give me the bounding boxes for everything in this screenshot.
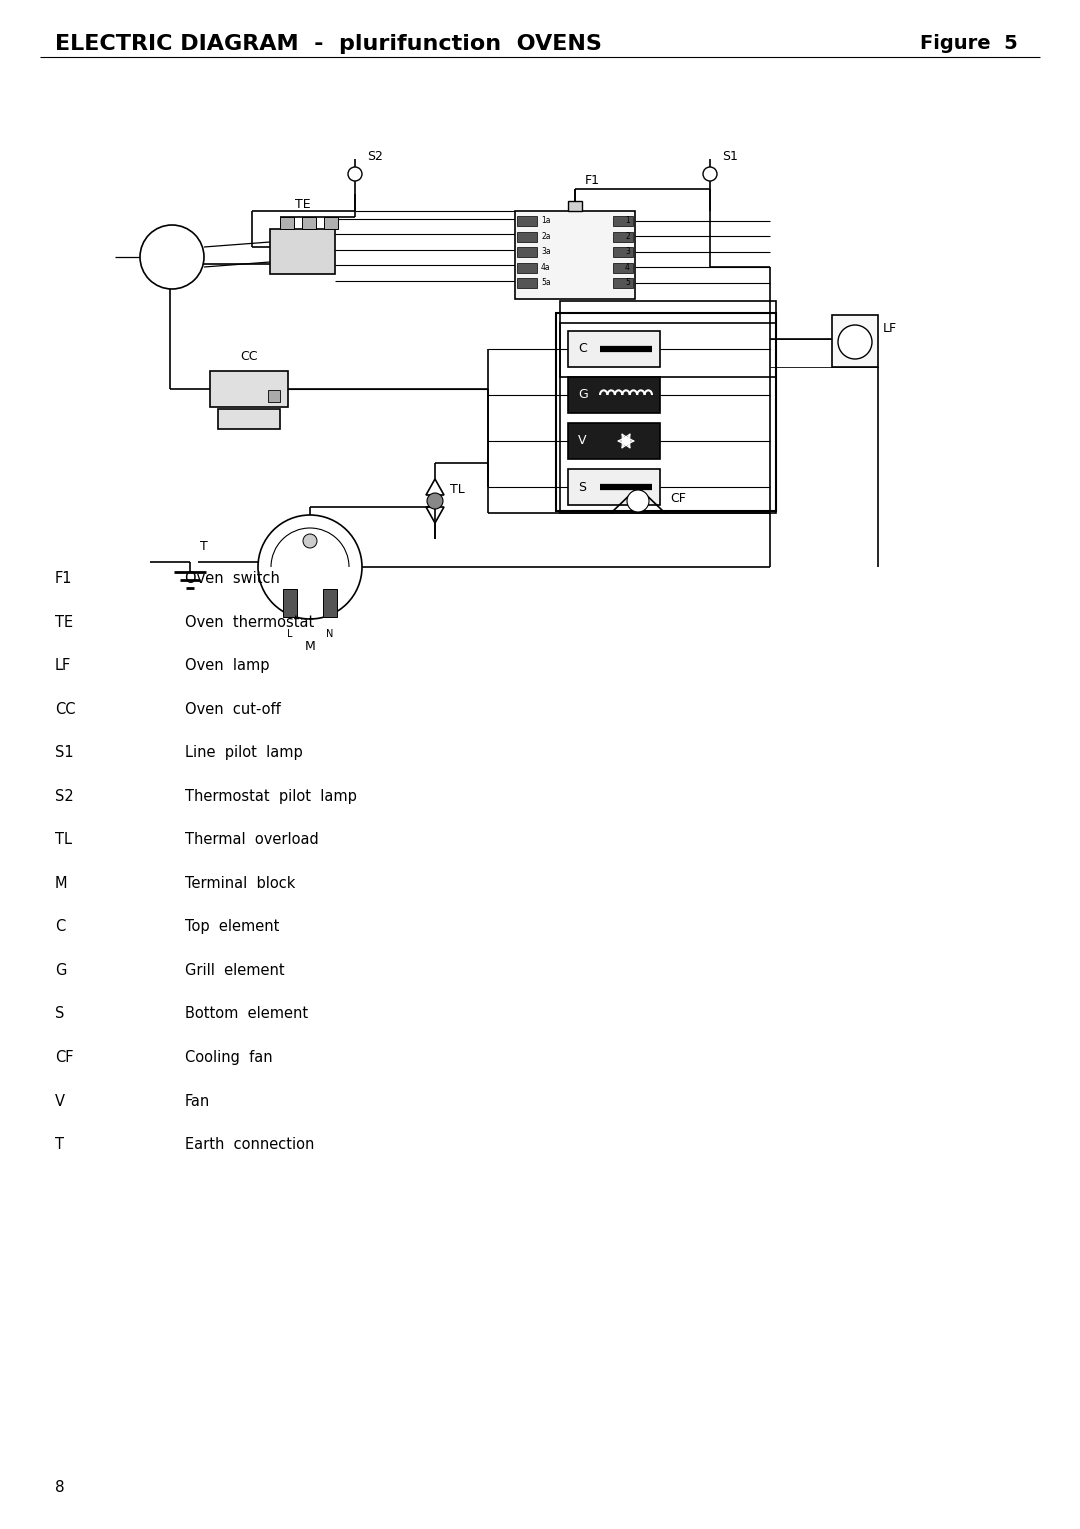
Text: TL: TL [450,483,464,495]
Text: F1: F1 [585,174,600,188]
Text: CC: CC [55,702,76,717]
Text: G: G [578,388,588,402]
Text: Bottom  element: Bottom element [185,1006,308,1021]
Text: Oven  cut-off: Oven cut-off [185,702,281,717]
Circle shape [427,492,443,509]
Text: LF: LF [883,323,897,335]
Circle shape [627,489,649,512]
Bar [517,263,537,274]
Text: LF: LF [55,659,71,673]
Circle shape [140,225,204,289]
Text: Oven  switch: Oven switch [185,572,280,587]
Bar [568,469,660,505]
Circle shape [622,437,630,445]
Text: Oven  thermostat: Oven thermostat [185,615,314,630]
Text: CC: CC [240,350,258,364]
Bar [556,313,777,511]
Bar [270,229,335,274]
Bar [568,200,582,211]
Bar [613,263,633,274]
Bar [283,589,297,618]
Bar [324,217,338,229]
Bar [568,330,660,367]
Text: ELECTRIC DIAGRAM  -  plurifunction  OVENS: ELECTRIC DIAGRAM - plurifunction OVENS [55,34,602,54]
Text: 5a: 5a [541,278,551,287]
Text: 3: 3 [625,248,630,257]
Text: Grill  element: Grill element [185,963,285,979]
Text: Figure  5: Figure 5 [920,34,1017,54]
Bar [218,408,280,430]
Text: Top  element: Top element [185,919,280,934]
Bar [268,390,280,402]
Bar [517,278,537,289]
Text: 1a: 1a [541,217,551,225]
Bar [517,217,537,226]
Text: 2: 2 [625,232,630,242]
Bar [515,211,635,300]
Text: TE: TE [55,615,73,630]
Circle shape [258,515,362,619]
Text: S: S [55,1006,65,1021]
Bar [561,323,777,514]
Bar [517,248,537,257]
Text: 8: 8 [55,1480,65,1494]
Text: 2a: 2a [541,232,551,242]
Text: L: L [287,628,293,639]
Text: TE: TE [295,197,310,211]
Text: 4: 4 [625,263,630,272]
Circle shape [348,167,362,180]
Bar [210,372,288,407]
Text: S1: S1 [55,746,73,760]
Text: C: C [578,342,586,356]
Text: S2: S2 [367,150,383,162]
Bar [613,217,633,226]
Text: M: M [305,641,315,653]
Circle shape [838,326,872,359]
Text: T: T [200,540,207,553]
Text: S2: S2 [55,789,73,804]
Text: V: V [55,1093,65,1109]
Bar [302,217,316,229]
Bar [561,301,777,378]
Text: Line  pilot  lamp: Line pilot lamp [185,746,302,760]
Text: N: N [326,628,334,639]
Bar [568,424,660,459]
Bar [280,217,294,229]
Text: 4a: 4a [541,263,551,272]
Bar [613,248,633,257]
Text: CF: CF [670,492,686,506]
Text: Thermostat  pilot  lamp: Thermostat pilot lamp [185,789,356,804]
Text: 1: 1 [625,217,630,225]
Text: T: T [55,1138,64,1151]
Text: 5: 5 [625,278,630,287]
Text: S: S [578,480,586,494]
Text: V: V [578,434,586,448]
Bar [613,232,633,242]
Text: F1: F1 [55,572,72,587]
Bar [517,232,537,242]
Text: Thermal  overload: Thermal overload [185,832,319,847]
Text: C: C [55,919,65,934]
Text: Oven  lamp: Oven lamp [185,659,270,673]
Bar [568,378,660,413]
Text: CF: CF [55,1050,73,1066]
Text: Fan: Fan [185,1093,211,1109]
Text: Terminal  block: Terminal block [185,876,295,891]
Text: Cooling  fan: Cooling fan [185,1050,272,1066]
Circle shape [303,534,318,547]
Bar [832,315,878,367]
Text: G: G [55,963,66,979]
Bar [613,278,633,289]
Bar [323,589,337,618]
Text: 3a: 3a [541,248,551,257]
Text: TL: TL [55,832,72,847]
Text: S1: S1 [723,150,738,162]
Text: M: M [55,876,67,891]
Circle shape [703,167,717,180]
Text: Earth  connection: Earth connection [185,1138,314,1151]
